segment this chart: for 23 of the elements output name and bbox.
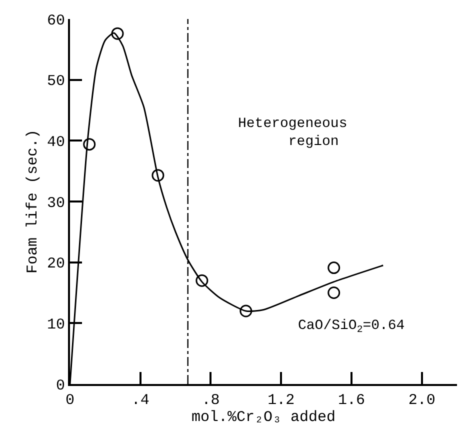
point: [83, 138, 96, 151]
y-tick-label: 50: [46, 73, 65, 90]
point: [328, 286, 340, 299]
point: [111, 27, 124, 40]
y-tick-label: 20: [46, 256, 65, 273]
x-tick-label: 2.0: [408, 392, 436, 409]
y-tick-label: 40: [46, 134, 65, 151]
y-tick-label: 0: [56, 377, 65, 394]
y-tick-label: 60: [46, 12, 65, 30]
x-tick-label: .8: [202, 392, 220, 409]
annotation: Heterogeneous region: [238, 116, 348, 150]
y-tick-label: 30: [46, 194, 65, 212]
point: [196, 274, 208, 287]
point: [328, 262, 340, 274]
point: [152, 169, 164, 182]
y-tick-label: 10: [46, 316, 65, 334]
point: [240, 304, 252, 318]
x-axis-title: mol.%Cr₂O₃ added: [191, 409, 336, 426]
annotation: CaO/SiO$_{2}$=0.64: [298, 318, 405, 335]
x-tick-label: 1.6: [338, 392, 365, 409]
y-axis-title: Foam life (sec.): [24, 129, 42, 274]
x-tick-label: 1.2: [268, 392, 295, 409]
x-tick-label: .4: [131, 392, 150, 409]
